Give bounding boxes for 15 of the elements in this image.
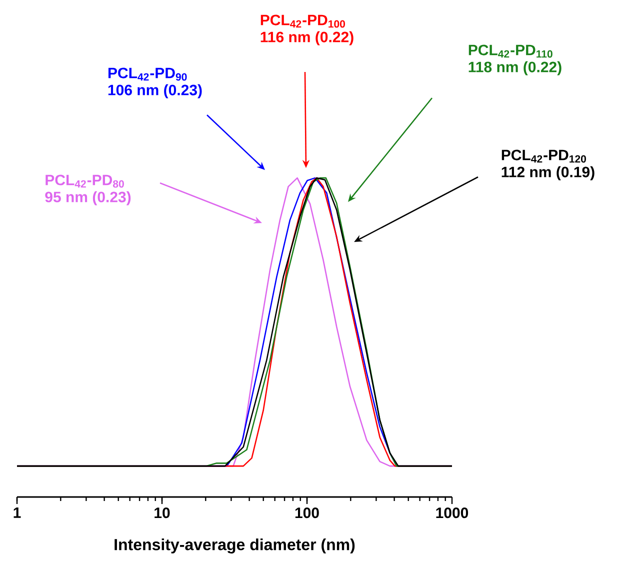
text: 118 nm (0.22) [468, 61, 562, 76]
text: PCL$_{42}$-PD$_{110}$ [468, 44, 552, 58]
x-tick-label: 100 [295, 508, 319, 518]
x-axis-title: Intensity-average diameter (nm) [114, 538, 355, 554]
text: 106 nm (0.23) [108, 84, 202, 98]
text: PCL$_{42}$-PD$_{90}$ [108, 68, 187, 81]
x-tick-label: 10 [154, 508, 170, 518]
text: PCL$_{42}$-PD$_{80}$ [46, 174, 124, 188]
text: 112 nm (0.19) [502, 166, 594, 180]
text: PCL$_{42}$-PD$_{120}$ [502, 150, 586, 163]
x-tick-label: 1 [14, 508, 21, 518]
x-tick-label: 1000 [436, 508, 468, 518]
text: 116 nm (0.22) [260, 31, 354, 46]
text: PCL$_{42}$-PD$_{100}$ [260, 14, 345, 28]
annotation: 95 nm (0.23) [45, 191, 131, 206]
